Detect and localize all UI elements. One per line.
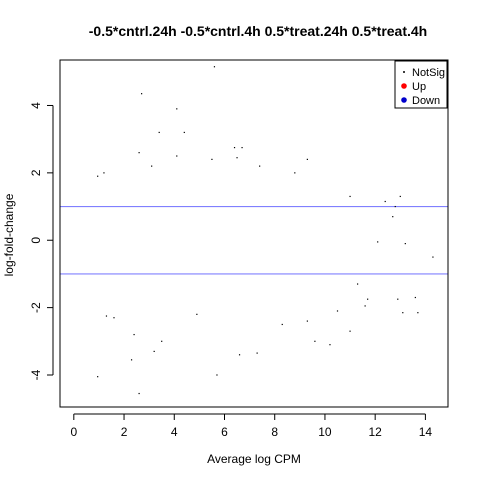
data-point	[414, 296, 416, 299]
data-point	[336, 310, 339, 312]
x-tick-label: 0	[70, 425, 77, 439]
legend-label: Down	[412, 95, 440, 107]
data-point	[399, 195, 401, 198]
data-point	[97, 376, 99, 378]
data-point	[138, 152, 140, 154]
data-point	[138, 392, 140, 395]
data-point	[130, 359, 133, 361]
y-axis-label: log-fold-change	[2, 193, 16, 276]
legend-marker	[401, 97, 407, 103]
data-point	[236, 157, 238, 159]
y-tick-label: 4	[29, 102, 43, 109]
data-point	[113, 317, 115, 319]
data-point	[176, 108, 178, 110]
chart-title: -0.5*cntrl.24h -0.5*cntrl.4h 0.5*treat.2…	[89, 23, 427, 39]
data-point	[97, 175, 99, 177]
data-point	[233, 146, 236, 149]
data-point	[281, 323, 283, 326]
data-point	[133, 333, 135, 336]
data-point	[176, 155, 178, 157]
legend-marker	[401, 83, 407, 89]
x-tick-label: 10	[318, 425, 332, 439]
data-point	[392, 216, 394, 218]
data-point	[105, 315, 108, 317]
data-point	[356, 283, 359, 285]
legend-marker	[403, 71, 405, 73]
data-point	[306, 158, 308, 160]
data-point	[216, 374, 218, 376]
data-point	[377, 241, 379, 243]
plot-frame	[59, 59, 449, 408]
data-point	[404, 243, 406, 245]
legend: NotSig Up Down	[394, 60, 448, 109]
data-point	[238, 354, 241, 356]
data-point	[402, 312, 404, 314]
data-point	[161, 340, 163, 342]
data-point	[349, 195, 351, 198]
y-tick-label: 0	[29, 237, 43, 244]
x-tick-label: 8	[271, 425, 278, 439]
data-point	[259, 165, 261, 167]
data-point	[241, 146, 243, 149]
data-point	[141, 93, 143, 95]
y-axis: -4 -2 0 2 4	[29, 102, 54, 380]
y-tick-label: 2	[29, 169, 43, 176]
data-point	[153, 350, 155, 353]
threshold-lines	[60, 205, 448, 275]
data-point	[103, 172, 105, 174]
x-tick-label: 12	[368, 425, 382, 439]
data-point	[432, 256, 434, 258]
x-axis-label: Average log CPM	[207, 452, 301, 466]
data-point	[397, 298, 399, 300]
data-point	[417, 312, 419, 314]
data-point	[213, 66, 216, 68]
data-point	[183, 131, 185, 134]
legend-label: NotSig	[412, 67, 445, 79]
data-point	[306, 320, 308, 322]
x-tick-label: 14	[419, 425, 433, 439]
x-tick-label: 6	[221, 425, 228, 439]
data-point	[151, 165, 153, 167]
y-tick-label: -2	[29, 302, 43, 313]
x-tick-label: 2	[121, 425, 128, 439]
data-point	[349, 330, 351, 332]
data-point	[367, 298, 369, 300]
x-tick-label: 4	[171, 425, 178, 439]
legend-label: Up	[412, 81, 426, 93]
x-axis: 0 2 4 6 8 10 12 14	[70, 413, 433, 439]
data-point	[211, 158, 213, 160]
data-point	[294, 172, 296, 174]
data-point	[329, 344, 331, 346]
data-point	[394, 205, 396, 208]
data-point	[196, 313, 198, 315]
data-point	[364, 305, 366, 307]
data-point	[158, 131, 160, 134]
data-point	[256, 352, 258, 354]
scatter-points	[97, 66, 434, 395]
data-point	[384, 200, 386, 203]
data-point	[314, 340, 316, 342]
y-tick-label: -4	[29, 369, 43, 380]
